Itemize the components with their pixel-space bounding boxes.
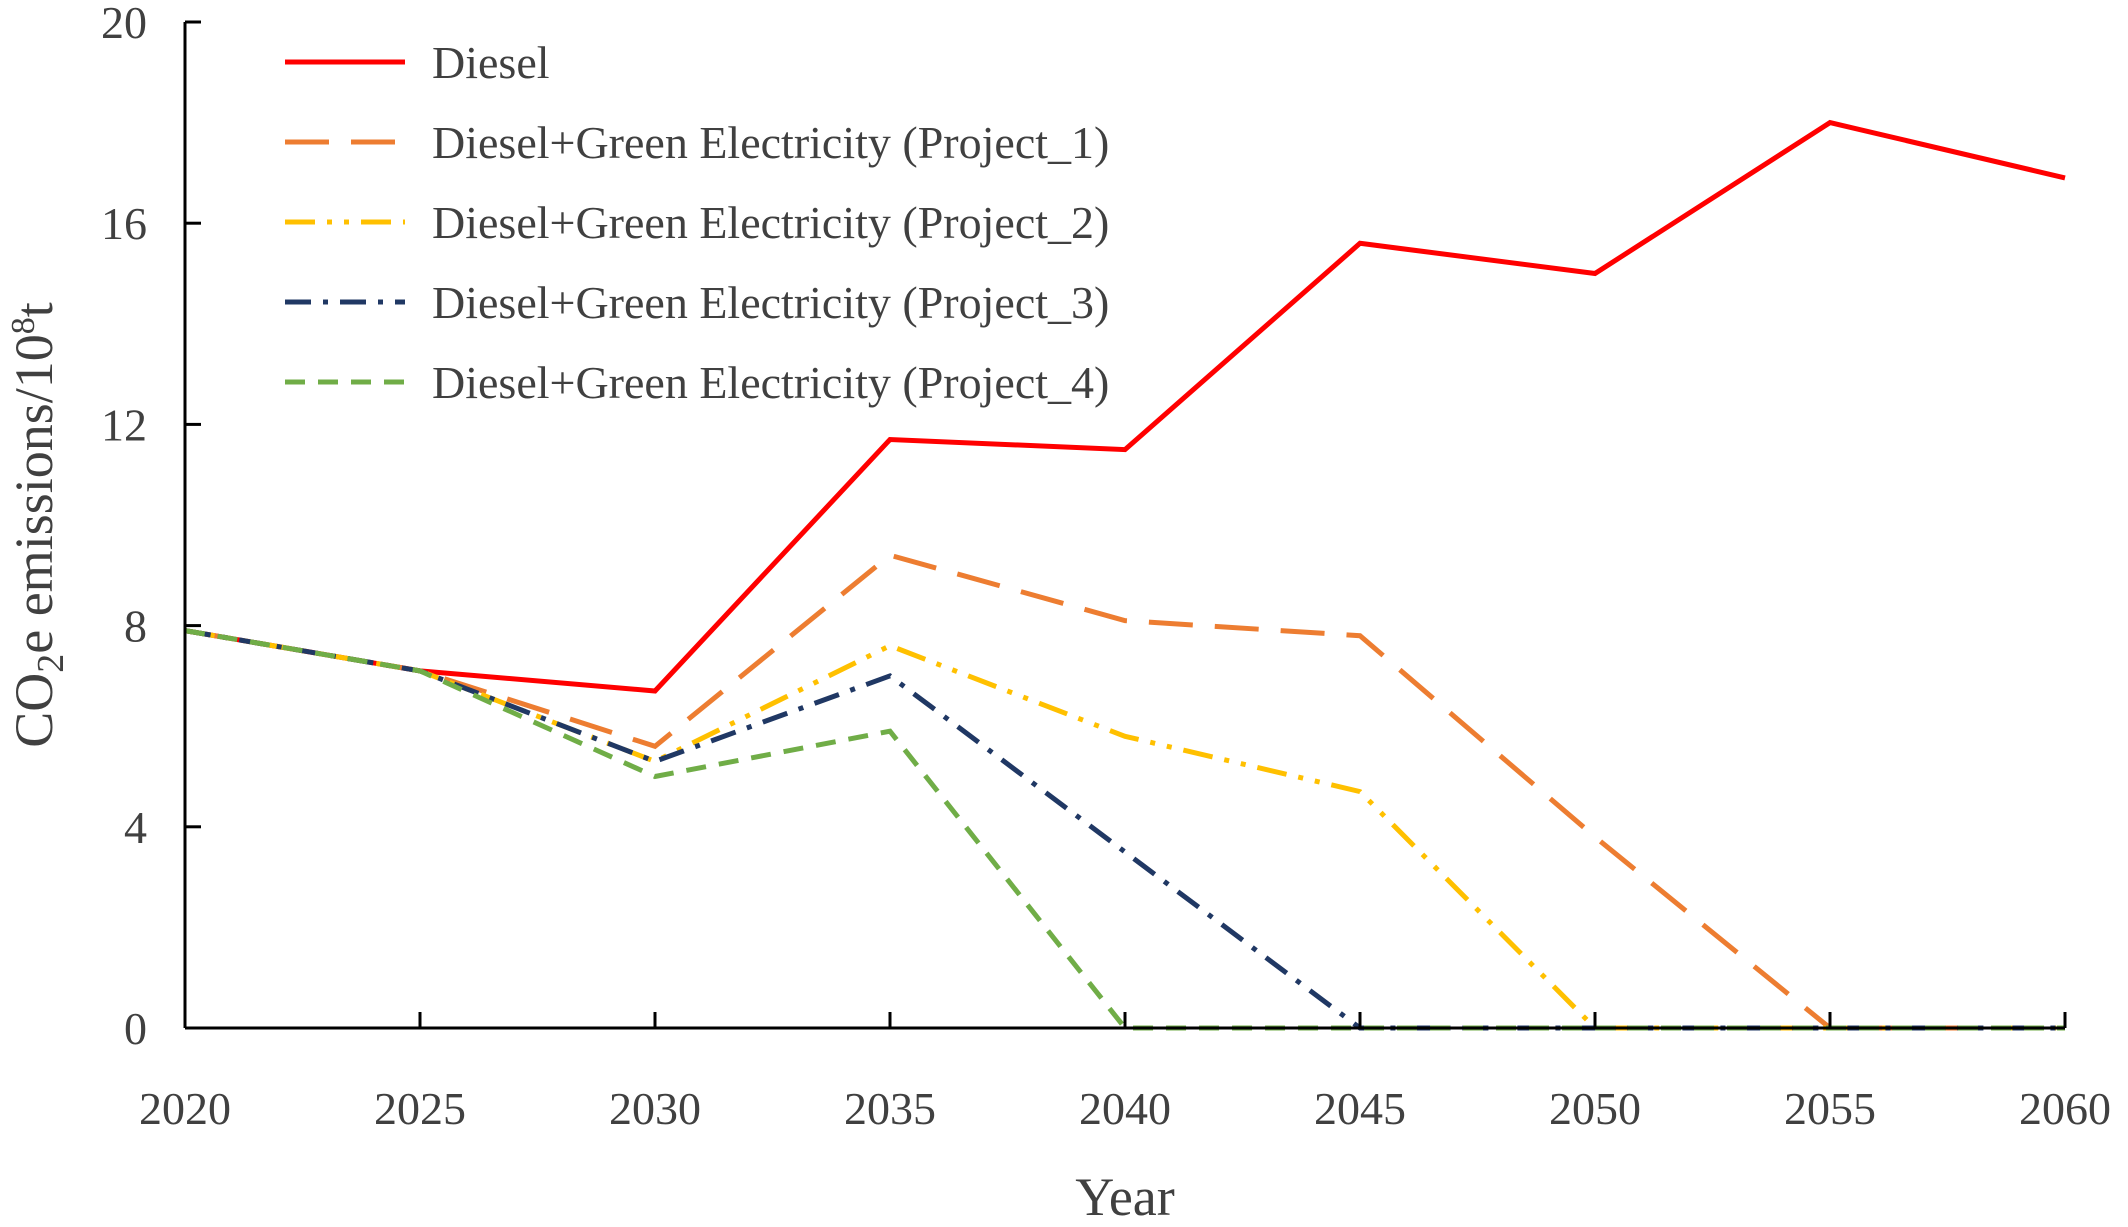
legend-label-4: Diesel+Green Electricity (Project_3) xyxy=(432,277,1109,328)
x-tick-label-2045: 2045 xyxy=(1314,1083,1406,1134)
legend-label-5: Diesel+Green Electricity (Project_4) xyxy=(432,357,1109,408)
legend-label-1: Diesel xyxy=(432,37,550,88)
x-tick-label-2030: 2030 xyxy=(609,1083,701,1134)
x-tick-label-2060: 2060 xyxy=(2019,1083,2111,1134)
y-axis-title-sup: 8 xyxy=(5,317,42,334)
y-axis-title-mid: e emissions/10 xyxy=(4,334,64,654)
x-tick-label-2020: 2020 xyxy=(139,1083,231,1134)
x-tick-label-2040: 2040 xyxy=(1079,1083,1171,1134)
y-axis-title: CO2e emissions/108t xyxy=(4,302,72,748)
legend-label-3: Diesel+Green Electricity (Project_2) xyxy=(432,197,1109,248)
x-tick-label-2050: 2050 xyxy=(1549,1083,1641,1134)
x-axis-title: Year xyxy=(1075,1167,1175,1227)
x-tick-label-2025: 2025 xyxy=(374,1083,466,1134)
y-tick-label-20: 20 xyxy=(101,0,147,48)
series-layer xyxy=(184,119,2066,1031)
y-tick-label-16: 16 xyxy=(101,198,147,249)
x-tick-label-2055: 2055 xyxy=(1784,1083,1876,1134)
y-tick-label-0: 0 xyxy=(124,1003,147,1054)
series-line-1 xyxy=(184,119,2066,694)
y-axis-title-sub: 2 xyxy=(30,654,72,673)
y-axis-title-pre: CO xyxy=(4,673,64,748)
y-axis-title-post: t xyxy=(4,302,64,317)
x-tick-label-2035: 2035 xyxy=(844,1083,936,1134)
y-tick-label-4: 4 xyxy=(124,802,147,853)
series-line-4 xyxy=(184,628,2065,1031)
y-tick-label-8: 8 xyxy=(124,601,147,652)
series-line-2 xyxy=(184,552,2065,1031)
legend: Diesel Diesel+Green Electricity (Project_… xyxy=(285,37,1109,408)
legend-label-2: Diesel+Green Electricity (Project_1) xyxy=(432,117,1109,168)
y-tick-label-12: 12 xyxy=(101,399,147,450)
